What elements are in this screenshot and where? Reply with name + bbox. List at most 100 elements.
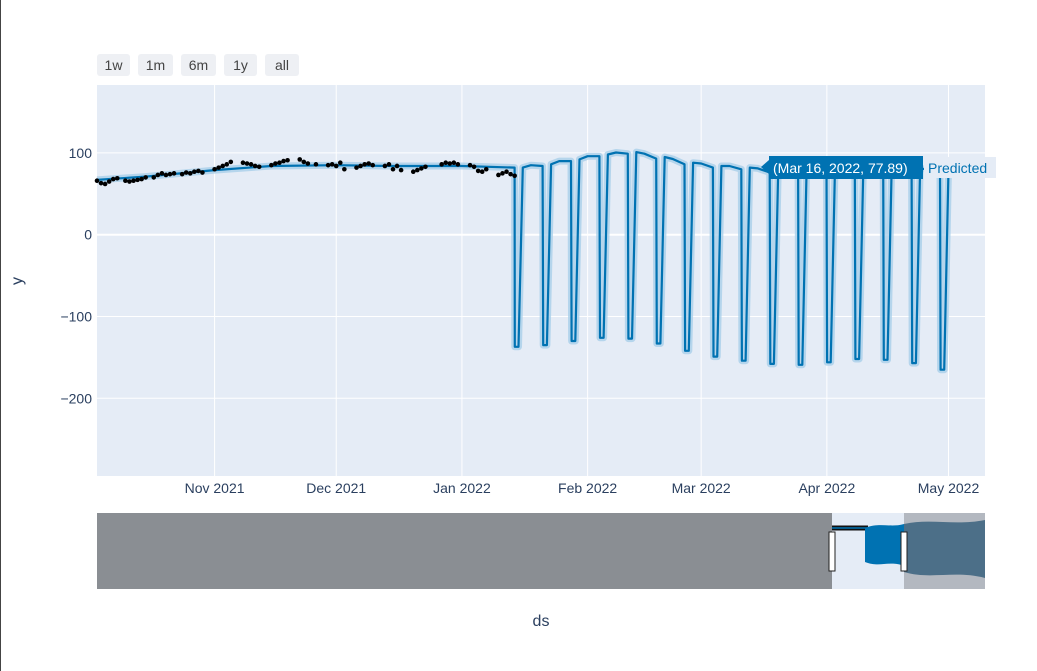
range-slider-mask-right	[904, 513, 985, 589]
actual-point	[216, 165, 221, 170]
actual-point	[196, 168, 201, 174]
actual-point	[313, 162, 319, 167]
actual-point	[123, 178, 128, 184]
x-tick-label: Mar 2022	[672, 480, 731, 496]
x-tick-label: Feb 2022	[558, 480, 617, 496]
actual-point	[127, 179, 132, 184]
actual-point	[151, 175, 157, 180]
actual-point	[256, 164, 262, 170]
actual-point	[281, 158, 286, 164]
x-axis-ticks: Nov 2021 Dec 2021 Jan 2022 Feb 2022 Mar 2022…	[185, 480, 980, 496]
range-button-1w[interactable]: 1w	[97, 54, 130, 76]
x-tick-label: Dec 2021	[306, 480, 366, 496]
range-slider-handle-right[interactable]	[900, 531, 908, 572]
y-tick-label: −200	[60, 390, 92, 406]
x-tick-label: Apr 2022	[798, 480, 855, 496]
actual-point	[269, 162, 274, 168]
y-tick-label: 0	[84, 227, 92, 243]
actual-point	[305, 161, 311, 166]
actual-point	[329, 162, 335, 167]
actual-point	[98, 180, 104, 186]
actual-point	[398, 167, 404, 173]
actual-point	[94, 178, 100, 184]
range-slider-handle-left[interactable]	[828, 531, 836, 572]
actual-point	[479, 169, 485, 175]
hover-value: (Mar 16, 2022, 77.89)	[773, 160, 908, 176]
actual-point	[419, 166, 424, 171]
actual-point	[179, 171, 185, 177]
actual-point	[423, 164, 428, 170]
actual-point	[467, 162, 473, 168]
range-slider[interactable]	[97, 513, 985, 589]
actual-point	[394, 163, 400, 169]
x-tick-label: Jan 2022	[433, 480, 491, 496]
hover-pointer	[761, 160, 769, 174]
actual-point	[167, 171, 173, 177]
actual-point	[244, 161, 250, 166]
actual-point	[370, 162, 376, 168]
y-axis-ticks: 100 0 −100 −200	[60, 145, 92, 406]
actual-point	[325, 162, 331, 168]
hover-series-name: Predicted	[928, 160, 987, 176]
y-axis-label: y	[9, 277, 26, 285]
actual-point	[455, 162, 461, 167]
actual-point	[155, 172, 161, 178]
actual-point	[163, 172, 169, 178]
hover-label: (Mar 16, 2022, 77.89) Predicted	[761, 156, 996, 179]
actual-point	[131, 178, 136, 184]
actual-point	[451, 160, 457, 166]
actual-point	[252, 163, 258, 169]
actual-point	[512, 173, 517, 179]
actual-point	[496, 172, 501, 178]
x-tick-label: Nov 2021	[185, 480, 245, 496]
actual-point	[362, 162, 367, 167]
actual-point	[333, 163, 339, 169]
actual-point	[439, 162, 444, 167]
actual-point	[159, 171, 165, 176]
actual-point	[358, 163, 363, 169]
actual-point	[337, 160, 343, 166]
actual-point	[500, 171, 505, 176]
actual-point	[508, 171, 513, 177]
actual-point	[273, 161, 278, 166]
predicted-line	[96, 151, 969, 371]
range-slider-mask-left	[97, 513, 832, 589]
slider-forecast-light	[865, 524, 904, 566]
range-button-6m[interactable]: 6m	[181, 54, 216, 76]
x-axis-label: ds	[533, 613, 550, 630]
actual-point	[415, 167, 420, 173]
hover-series-bg	[924, 157, 996, 178]
left-frame-line	[0, 0, 1, 671]
range-button-1m[interactable]: 1m	[138, 54, 173, 76]
actual-point	[390, 166, 396, 172]
y-tick-label: 100	[69, 145, 93, 161]
actual-point	[192, 169, 197, 175]
actual-point	[200, 170, 205, 175]
actual-point	[171, 171, 177, 176]
hover-box	[769, 156, 923, 179]
actual-point	[110, 176, 116, 182]
actual-point	[382, 163, 388, 169]
actual-point	[220, 163, 225, 169]
actual-point	[297, 157, 303, 162]
actual-point	[135, 177, 140, 183]
actual-point	[483, 166, 489, 172]
actual-point	[106, 179, 112, 184]
actual-point	[139, 176, 144, 182]
actual-point	[102, 181, 108, 187]
range-button-all[interactable]: all	[265, 54, 299, 76]
predicted-series	[96, 151, 969, 371]
actual-point	[277, 160, 282, 166]
actual-series	[94, 157, 517, 187]
actual-point	[212, 166, 217, 172]
actual-point	[240, 160, 246, 166]
actual-point	[366, 161, 371, 166]
y-tick-label: −100	[60, 308, 92, 324]
actual-point	[285, 157, 290, 163]
actual-point	[410, 169, 416, 175]
actual-point	[228, 159, 234, 165]
actual-point	[143, 175, 148, 180]
actual-point	[504, 169, 509, 175]
actual-point	[224, 162, 230, 167]
range-button-1y[interactable]: 1y	[224, 54, 257, 76]
